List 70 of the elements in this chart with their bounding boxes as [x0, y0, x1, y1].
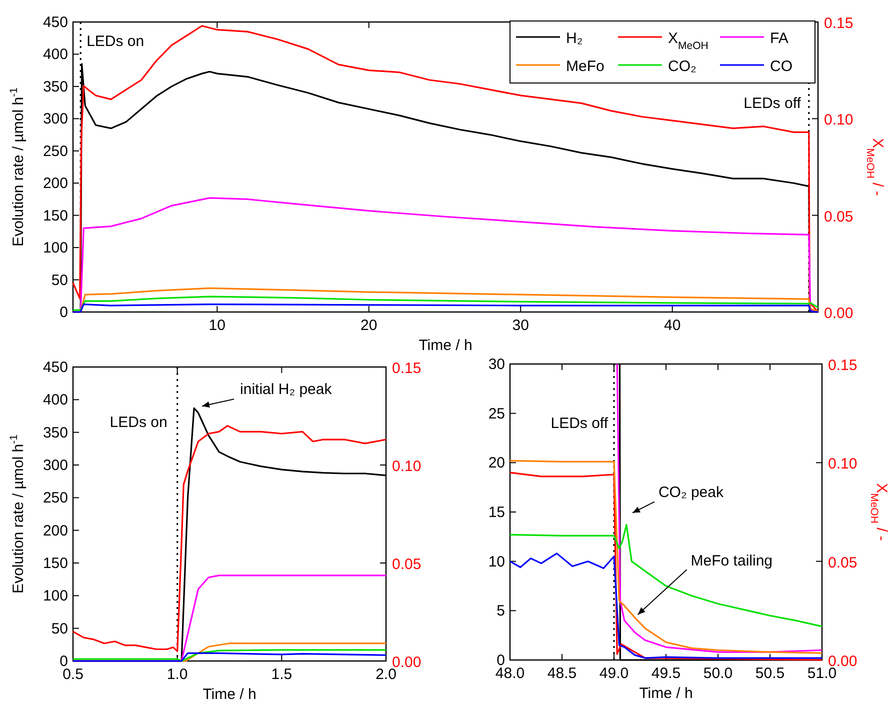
y2-tick-label: 0.05 [828, 554, 858, 572]
y-tick-label: 400 [42, 392, 68, 409]
x-tick-label: 30 [512, 317, 529, 334]
x-tick-label: 50.5 [755, 665, 785, 682]
y2-tick-label: 0.10 [824, 112, 854, 129]
y-tick-label: 10 [488, 553, 505, 570]
x-axis-title: Time / h [202, 686, 256, 703]
y-tick-label: 250 [42, 490, 68, 507]
y2-tick-label: 0.15 [824, 15, 854, 32]
legend-label: H₂ [566, 30, 583, 47]
y-tick-label: 450 [42, 359, 68, 376]
y-tick-label: 50 [51, 272, 68, 289]
annotation: MeFo tailing [690, 552, 773, 570]
x-tick-label: 48.5 [547, 665, 577, 682]
y2-tick-label: 0.05 [824, 208, 854, 226]
y-tick-label: 150 [42, 555, 68, 572]
y-tick-label: 0 [60, 304, 68, 321]
y-tick-label: 5 [496, 602, 505, 620]
legend-label: CO [770, 58, 792, 75]
y2-tick-label: 0.15 [392, 360, 422, 377]
x-tick-label: 20 [360, 317, 378, 334]
line-series [72, 649, 387, 662]
x-tick-label: 2.0 [376, 666, 396, 683]
ref-line-label: LEDs off [744, 95, 802, 112]
y-tick-label: 15 [488, 504, 505, 521]
y-tick-label: 100 [42, 588, 68, 605]
x-tick-label: 1.0 [166, 666, 188, 683]
x-tick-label: 49.0 [599, 665, 629, 682]
y-tick-label: 250 [42, 142, 68, 160]
y-tick-label: 350 [42, 424, 68, 442]
y-tick-label: 30 [488, 356, 505, 373]
legend-label: FA [770, 30, 788, 47]
y-tick-label: 200 [42, 522, 68, 540]
y-tick-label: 50 [51, 620, 68, 638]
y-tick-label: 200 [42, 175, 68, 192]
x-tick-label: 49.5 [651, 665, 681, 682]
annotation: initial H₂ peak [240, 381, 332, 398]
x-tick-label: 50.0 [703, 665, 733, 682]
x-tick-label: 51.0 [807, 665, 837, 682]
y2-tick-label: 0.10 [392, 458, 422, 475]
y-tick-label: 300 [42, 457, 68, 474]
ref-line-label: LEDs on [110, 414, 168, 431]
line-series [509, 524, 823, 628]
y2-tick-label: 0.00 [824, 305, 854, 322]
line-series [72, 303, 819, 313]
y-tick-label: 150 [42, 207, 68, 224]
x-tick-label: 10 [208, 317, 226, 334]
y-tick-label: 400 [42, 46, 68, 64]
y-tick-label: 450 [42, 14, 68, 31]
ref-line-label: LEDs on [86, 33, 144, 50]
y2-tick-label: 0.05 [392, 556, 422, 573]
y2-tick-label: 0.10 [828, 456, 858, 473]
x-tick-label: 1.5 [271, 666, 292, 683]
line-series [72, 296, 819, 311]
y-tick-label: 100 [42, 240, 68, 257]
x-axis-title: Time / h [639, 685, 693, 702]
line-series [509, 552, 823, 659]
y-tick-label: 350 [42, 78, 68, 96]
x-tick-label: 40 [664, 317, 681, 334]
line-series [72, 652, 387, 662]
y2-tick-label: 0.15 [828, 357, 858, 374]
y-tick-label: 20 [488, 454, 505, 472]
legend-label: MeFo [566, 58, 604, 75]
x-axis-title: Time / h [418, 337, 472, 354]
annotation: CO₂ peak [658, 484, 724, 501]
legend-label: CO₂ [668, 58, 696, 75]
legend-label: X$_{MeOH}$ [668, 30, 708, 52]
y-tick-label: 300 [42, 110, 68, 128]
ref-line-label: LEDs off [550, 415, 609, 432]
y-tick-label: 25 [488, 405, 505, 422]
